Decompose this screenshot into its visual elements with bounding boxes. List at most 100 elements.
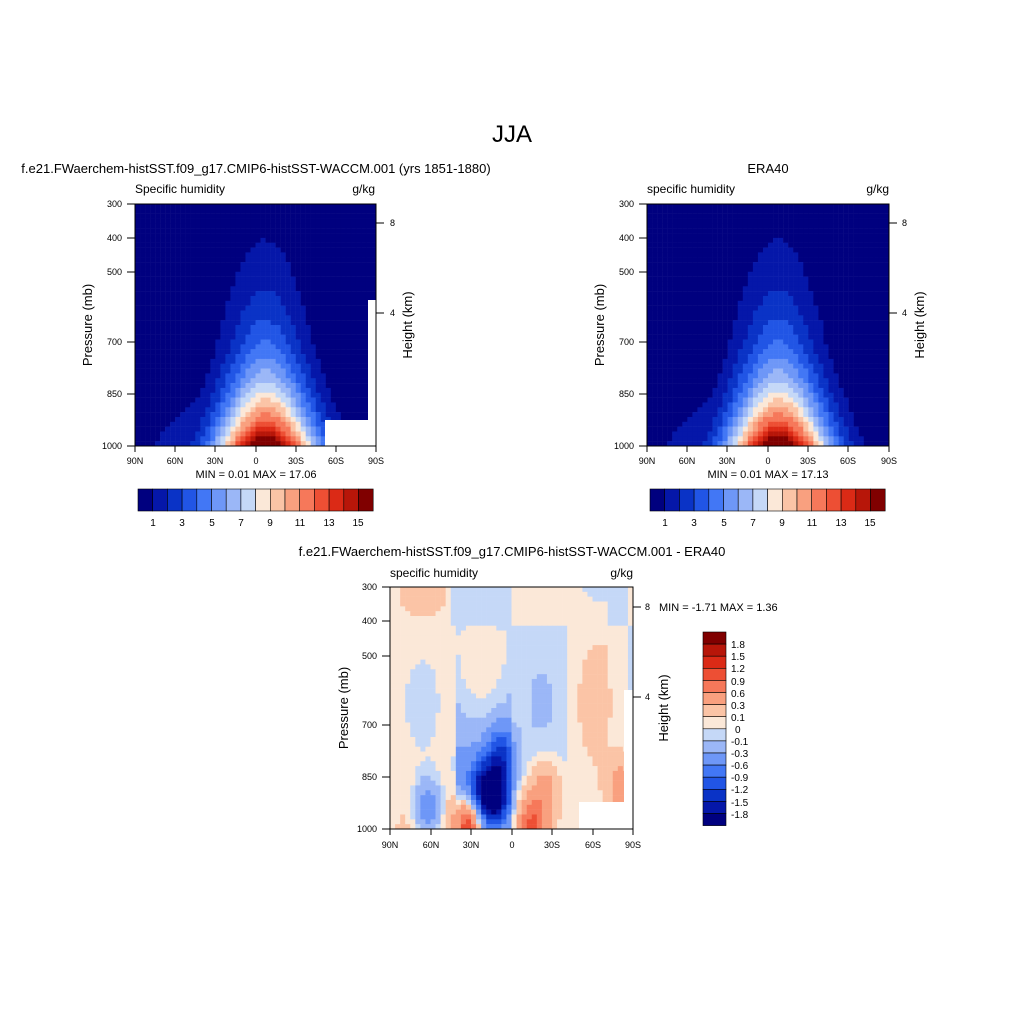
field-cell	[290, 315, 296, 321]
field-cell	[200, 257, 206, 263]
field-cell	[280, 397, 286, 403]
field-cell	[833, 262, 839, 268]
field-cell	[260, 300, 266, 306]
field-cell	[828, 320, 834, 326]
field-cell	[707, 276, 713, 282]
field-cell	[863, 416, 870, 423]
field-cell	[255, 339, 261, 345]
field-cell	[355, 295, 362, 302]
y-right-tick-marks	[889, 222, 897, 314]
field-cell	[647, 363, 653, 369]
field-cell	[275, 416, 281, 423]
field-cell	[793, 378, 799, 384]
field-cell	[873, 204, 880, 210]
field-cell	[697, 387, 703, 394]
field-cell	[225, 431, 231, 437]
field-cell	[727, 363, 733, 369]
colorbar-box	[196, 488, 212, 512]
field-cell	[813, 363, 819, 369]
field-cell	[320, 397, 327, 403]
field-cell	[667, 436, 673, 442]
field-cell	[265, 247, 271, 253]
field-cell	[778, 271, 784, 277]
field-cell	[215, 204, 221, 210]
field-cell	[335, 228, 342, 234]
field-cell	[295, 392, 301, 398]
field-cell	[315, 237, 322, 243]
field-cell	[370, 262, 376, 268]
field-cell	[330, 310, 337, 316]
field-cell	[707, 223, 713, 229]
field-cell	[275, 339, 281, 345]
field-cell	[305, 349, 311, 355]
field-cell	[355, 223, 362, 229]
field-cell	[365, 204, 372, 210]
field-cell	[415, 587, 421, 593]
field-cell	[140, 262, 146, 268]
field-cell	[883, 300, 889, 306]
field-cell	[175, 431, 181, 437]
field-cell	[195, 339, 201, 345]
field-cell	[828, 315, 834, 321]
field-cell	[160, 228, 166, 234]
field-cell	[195, 329, 201, 335]
field-cell	[260, 305, 266, 311]
field-cell	[310, 242, 317, 248]
field-cell	[315, 383, 322, 389]
field-cell	[235, 271, 241, 277]
field-cell	[773, 213, 779, 219]
field-cell	[230, 228, 236, 234]
field-cell	[310, 320, 317, 326]
field-cell	[682, 228, 688, 234]
field-cell	[762, 208, 769, 214]
field-cell	[768, 237, 774, 243]
field-cell	[155, 358, 161, 364]
field-cell	[853, 402, 860, 408]
field-cell	[757, 305, 764, 311]
field-cell	[325, 300, 332, 306]
field-cell	[360, 247, 367, 253]
field-cell	[747, 276, 754, 282]
field-cell	[717, 441, 723, 446]
colorbar-box	[225, 488, 242, 512]
field-cell	[305, 233, 311, 239]
field-cell	[722, 431, 728, 437]
field-cell	[190, 213, 196, 219]
field-cell	[280, 247, 286, 253]
field-cell	[275, 387, 281, 394]
field-cell	[657, 363, 663, 369]
field-cell	[215, 339, 221, 345]
field-cell	[778, 339, 784, 345]
field-cell	[848, 291, 854, 297]
field-cell	[823, 305, 829, 311]
field-cell	[773, 310, 779, 316]
field-cell	[657, 223, 663, 229]
field-cell	[717, 310, 723, 316]
field-cell	[657, 281, 663, 287]
field-cell	[330, 392, 337, 398]
field-cell	[220, 373, 226, 379]
field-cell	[667, 426, 673, 432]
field-cell	[868, 286, 875, 292]
field-cell	[300, 257, 306, 263]
field-cell	[803, 402, 809, 408]
field-cell	[145, 426, 151, 432]
field-cell	[350, 392, 357, 398]
field-cell	[310, 436, 317, 442]
field-cell	[813, 228, 819, 234]
field-cell	[783, 281, 789, 287]
field-cell	[340, 358, 347, 364]
field-cell	[647, 339, 653, 345]
field-cell	[647, 402, 653, 408]
field-cell	[370, 223, 376, 229]
field-cell	[747, 281, 754, 287]
field-cell	[712, 223, 718, 229]
field-cell	[672, 373, 678, 379]
field-cell	[360, 218, 367, 224]
field-cell	[215, 383, 221, 389]
field-cell	[365, 247, 372, 253]
field-cell	[195, 349, 201, 355]
field-cell	[793, 262, 799, 268]
field-cell	[265, 368, 271, 374]
field-cell	[692, 223, 698, 229]
